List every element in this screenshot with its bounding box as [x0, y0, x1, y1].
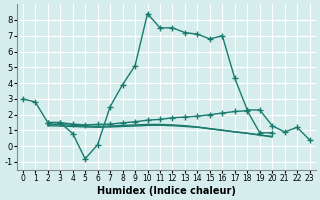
X-axis label: Humidex (Indice chaleur): Humidex (Indice chaleur): [97, 186, 236, 196]
